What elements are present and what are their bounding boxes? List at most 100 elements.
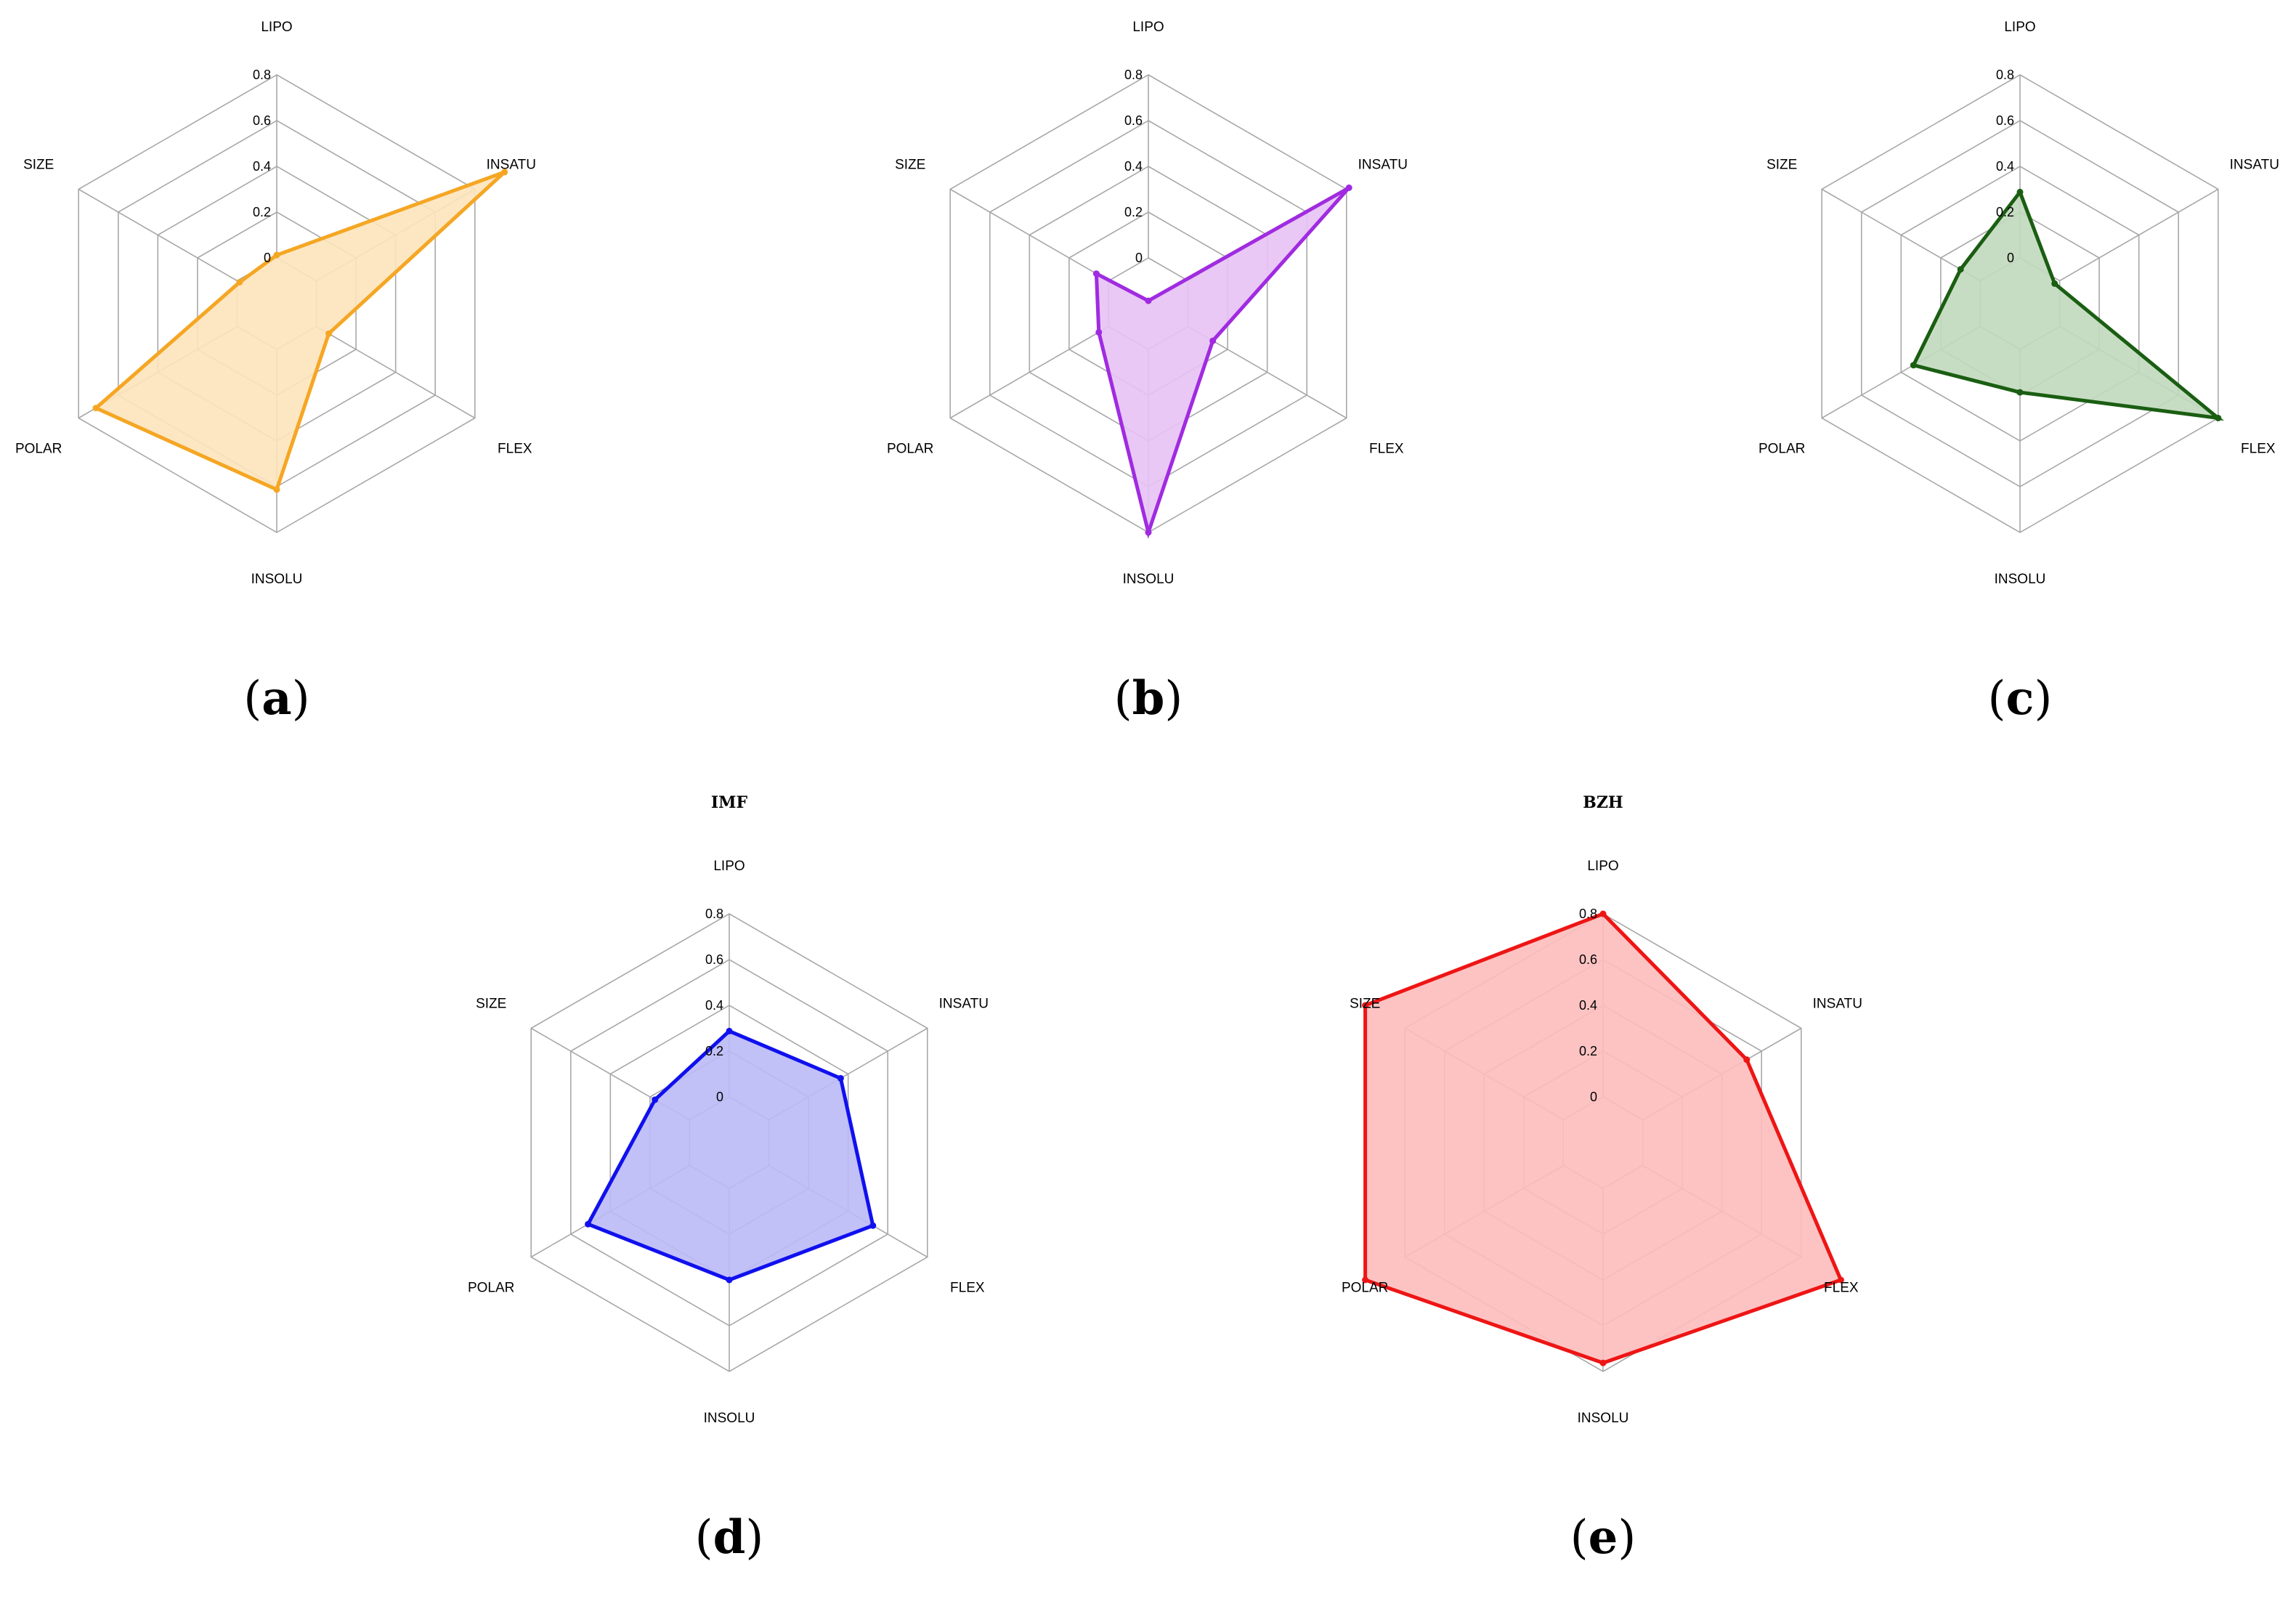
panel-label: (d)	[695, 1510, 764, 1565]
axis-spoke-size	[1821, 188, 1981, 282]
data-point-lipo	[726, 1027, 733, 1034]
data-point-insolu	[1145, 529, 1152, 536]
axis-label-flex: FLEX	[498, 442, 532, 457]
tick-label: 0.2	[705, 1044, 723, 1058]
tick-label: 0.4	[1124, 159, 1143, 174]
data-point-size	[1092, 270, 1100, 277]
data-point-flex	[1837, 1276, 1844, 1284]
radar-panel-a: 0 0.2 0.4 0.6 0.8 LIPO INSATU FLEX INSOLU POLAR SI…	[15, 20, 536, 726]
axis-spoke-insatu	[2059, 188, 2219, 282]
tick-label: 0	[1590, 1090, 1597, 1104]
tick-label: 0.8	[1579, 907, 1597, 921]
tick-label: 0.6	[1996, 113, 2014, 128]
axis-label-lipo: LIPO	[2004, 20, 2035, 35]
axis-label-polar: POLAR	[1342, 1281, 1388, 1296]
data-point-polar	[92, 405, 100, 412]
tick-label: 0.6	[705, 952, 723, 967]
axis-label-lipo: LIPO	[1132, 20, 1164, 35]
data-point-insolu	[2016, 389, 2024, 396]
radar-panel-c: 0 0.2 0.4 0.6 0.8 LIPO INSATU FLEX INSOLU POLAR SI…	[1758, 20, 2279, 726]
axis-label-insatu: INSATU	[939, 997, 989, 1012]
data-point-flex	[869, 1222, 877, 1229]
data-point-insolu	[273, 486, 280, 493]
data-point-insatu	[501, 169, 508, 176]
tick-label: 0.8	[705, 907, 723, 921]
axis-label-size: SIZE	[1766, 158, 1797, 173]
tick-label: 0.4	[253, 159, 271, 174]
axis-label-insolu: INSOLU	[704, 1411, 755, 1426]
data-point-size	[1362, 1002, 1369, 1009]
chart-title: IMF	[711, 793, 748, 812]
tick-label: 0.8	[1996, 68, 2014, 82]
tick-label: 0.6	[253, 113, 271, 128]
series-area-tta	[1094, 186, 1351, 539]
panel-label: (a)	[243, 671, 309, 726]
data-point-insolu	[726, 1276, 733, 1284]
data-point-lipo	[1145, 297, 1152, 304]
data-point-flex	[2215, 415, 2222, 421]
axis-label-insolu: INSOLU	[251, 572, 303, 587]
data-point-flex	[1209, 337, 1217, 344]
tick-label: 0.4	[705, 998, 723, 1013]
axis-label-insolu: INSOLU	[1123, 572, 1175, 587]
series-area-imf	[585, 1029, 875, 1282]
axis-label-flex: FLEX	[950, 1281, 985, 1296]
tick-label: 0	[264, 251, 271, 265]
tick-label: 0.2	[1996, 205, 2014, 219]
tick-label: 0.4	[1579, 998, 1597, 1013]
axis-label-flex: FLEX	[1824, 1281, 1859, 1296]
axis-label-lipo: LIPO	[1587, 859, 1618, 874]
tick-label: 0	[716, 1090, 723, 1104]
axis-label-flex: FLEX	[2241, 442, 2276, 457]
panel-label: (c)	[1988, 671, 2053, 726]
data-point-insatu	[1345, 185, 1352, 191]
axis-label-lipo: LIPO	[713, 859, 745, 874]
data-point-insolu	[1599, 1359, 1607, 1366]
axis-label-insatu: INSATU	[487, 158, 536, 173]
axis-label-polar: POLAR	[468, 1281, 514, 1296]
axis-label-size: SIZE	[1350, 997, 1380, 1012]
radar-panel-e: 0 0.2 0.4 0.6 0.8 LIPO INSATU FLEX INSOLU POLAR SI…	[1342, 793, 1862, 1565]
radar-panel-b: 0 0.2 0.4 0.6 0.8 LIPO INSATU FLEX INSOLU POLAR SI…	[887, 20, 1408, 726]
data-point-flex	[325, 330, 333, 337]
axis-label-insolu: INSOLU	[1578, 1411, 1629, 1426]
axis-label-insolu: INSOLU	[1995, 572, 2046, 587]
data-point-polar	[1095, 328, 1103, 336]
tick-label: 0.2	[1579, 1044, 1597, 1058]
data-point-size	[652, 1096, 659, 1103]
data-point-size	[236, 279, 243, 285]
tick-label: 0.2	[1124, 205, 1143, 219]
tick-label: 0.8	[1124, 68, 1143, 82]
axis-label-insatu: INSATU	[2230, 158, 2279, 173]
axis-label-size: SIZE	[23, 158, 54, 173]
tick-label: 0	[2007, 251, 2014, 265]
radar-panel-d: 0 0.2 0.4 0.6 0.8 LIPO INSATU FLEX INSOLU POLAR SI…	[468, 793, 989, 1565]
tick-label: 0.4	[1996, 159, 2014, 174]
data-point-lipo	[273, 251, 280, 259]
axis-spoke-flex	[316, 325, 476, 419]
axis-spoke-size	[949, 188, 1109, 282]
data-point-lipo	[2016, 188, 2024, 195]
axis-label-polar: POLAR	[15, 442, 62, 457]
data-point-polar	[1362, 1276, 1369, 1284]
panel-label: (b)	[1114, 671, 1183, 726]
data-point-insatu	[2051, 280, 2058, 287]
tick-label: 0.2	[253, 205, 271, 219]
axis-label-polar: POLAR	[887, 442, 933, 457]
axis-label-insatu: INSATU	[1813, 997, 1862, 1012]
axis-label-polar: POLAR	[1758, 442, 1805, 457]
data-point-polar	[585, 1220, 592, 1228]
panel-label: (e)	[1570, 1510, 1636, 1565]
data-point-polar	[1910, 362, 1917, 369]
series-area-bip	[92, 170, 506, 493]
data-point-lipo	[1599, 910, 1607, 917]
data-point-insatu	[1743, 1056, 1751, 1063]
data-point-insatu	[837, 1074, 844, 1082]
data-point-size	[1957, 266, 1964, 273]
axis-spoke-polar	[949, 325, 1109, 419]
axis-label-insatu: INSATU	[1358, 158, 1408, 173]
tick-label: 0.8	[253, 68, 271, 82]
axis-spoke-size	[78, 188, 238, 282]
series-area-imb	[1910, 188, 2225, 421]
